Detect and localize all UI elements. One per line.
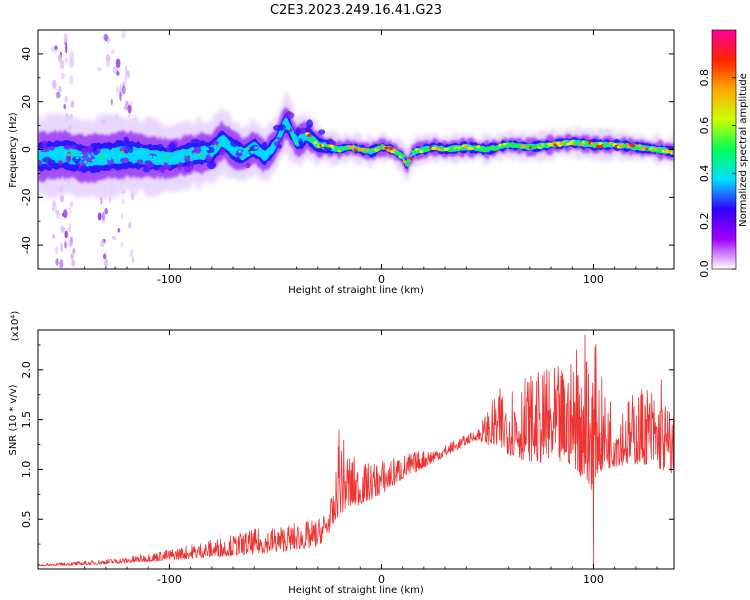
spectral-band-inner [38,116,674,168]
snr-y-axis-title: SNR (10 * v/v) [8,384,19,455]
spectrogram-y-tick-label: -40 [20,236,33,254]
colorbar-tick-label: 0.0 [698,260,711,278]
spectral-core [51,120,674,166]
snr-x-tick-label: 0 [378,573,385,586]
spectrogram-plot-frame [37,29,675,270]
snr-y-tick-label: 0.5 [20,510,33,528]
spectrogram-y-tick-label: 0 [20,146,33,153]
snr-y-tick-label: 2.0 [20,361,33,379]
colorbar-title: Normalized spectral amplitude [738,73,749,227]
snr-line [38,334,674,569]
spectrogram-y-tick-label: -20 [20,188,33,206]
snr-y-axis: 0.5 1.0 1.5 2.0 [20,344,674,545]
colorbar-tick-label: 0.6 [698,117,711,135]
snr-y-tick-label: 1.5 [20,411,33,429]
colorbar-gradient [711,29,737,270]
colorbar-tick-label: 0.4 [698,165,711,183]
spectrogram-y-tick-label: 40 [20,47,33,61]
snr-line-series [38,334,674,569]
chart-title: C2E3.2023.249.16.41.G23 [270,3,442,18]
snr-y-scale-label: (x10⁴) [10,311,21,342]
snr-plot-frame [37,329,675,570]
spectrogram-x-tick-label: 100 [583,273,604,286]
snr-x-axis-title: Height of straight line (km) [288,585,424,596]
spectrogram-y-axis: -40 -20 0 20 40 [20,29,674,270]
spectrogram-x-tick-label: 0 [378,273,385,286]
snr-x-tick-label: -100 [157,573,182,586]
snr-x-axis: -100 0 100 [84,330,658,586]
colorbar-tick-label: 0.2 [698,212,711,230]
snr-y-tick-label: 1.0 [20,461,33,479]
snr-panel: -100 0 100 0.5 1.0 1.5 2.0 Height of straight… [8,311,675,596]
spectrogram-heatmap [38,30,674,269]
spectrogram-y-tick-label: 20 [20,95,33,109]
spectrogram-x-tick-label: -100 [157,273,182,286]
spectral-blobs [38,111,337,174]
snr-x-tick-label: 100 [583,573,604,586]
colorbar-tick-label: 0.8 [698,69,711,87]
spectrogram-panel: -100 0 100 -40 -20 0 20 40 Height of straight … [8,29,675,296]
colorbar-ticks: 0.0 0.2 0.4 0.6 0.8 [698,69,736,278]
spectrogram-x-axis: -100 0 100 [84,30,658,286]
spectrogram-y-axis-title: Frequency (Hz) [8,112,19,188]
colorbar: 0.0 0.2 0.4 0.6 0.8 Normalized spectral ampl… [698,29,749,278]
spectrogram-x-axis-title: Height of straight line (km) [288,285,424,296]
